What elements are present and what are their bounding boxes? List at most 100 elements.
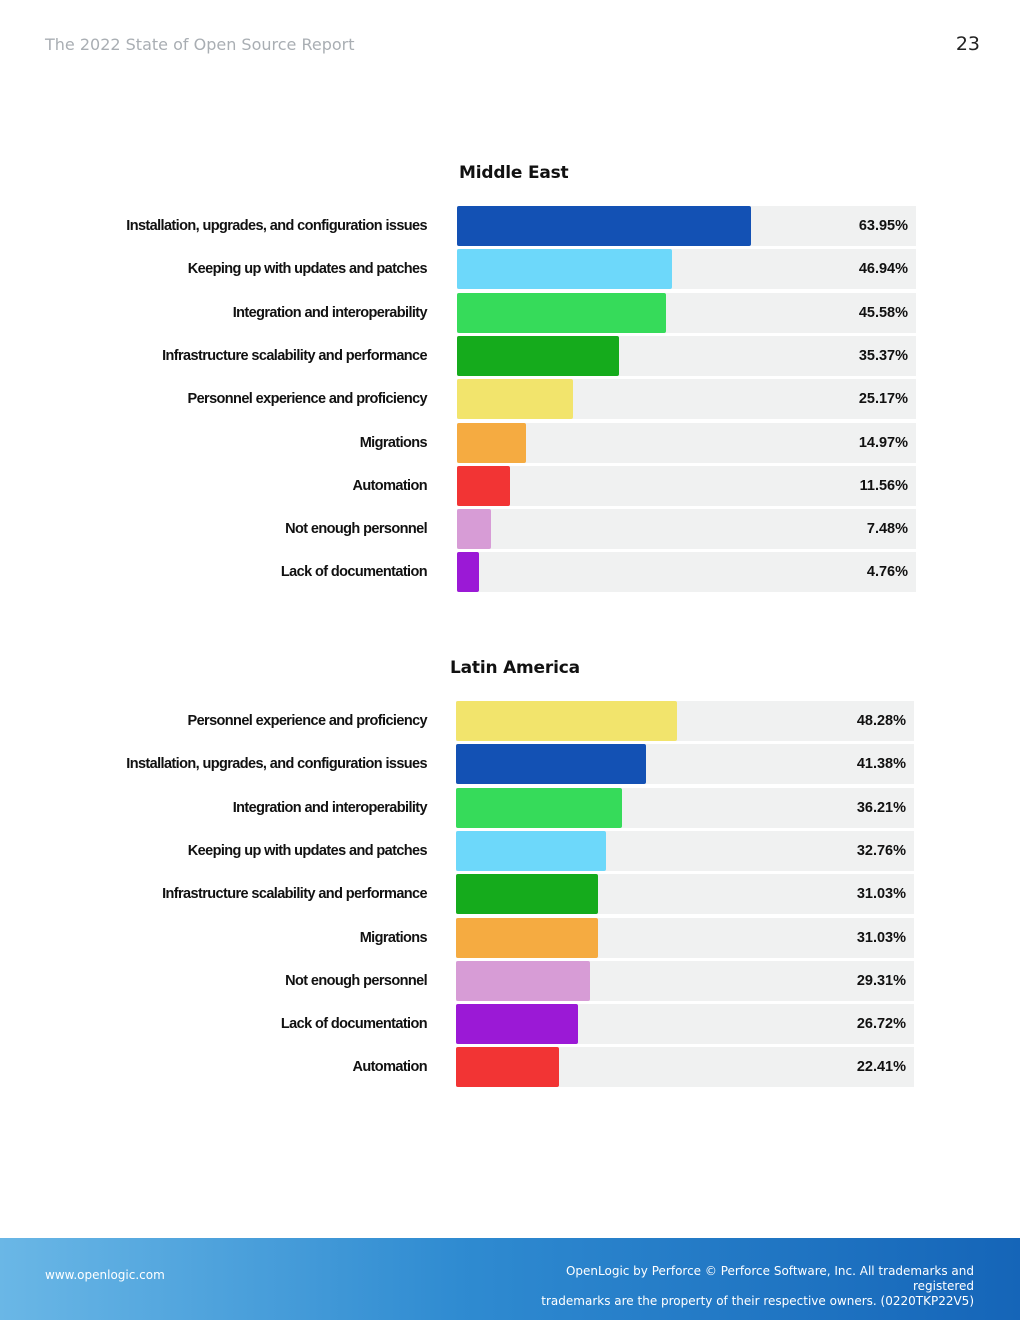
category-label: Integration and interoperability [232, 304, 428, 321]
report-title: The 2022 State of Open Source Report [45, 35, 355, 54]
value-label: 46.94% [858, 261, 908, 278]
footer-legal-line-1: OpenLogic by Perforce © Perforce Softwar… [565, 1264, 974, 1293]
value-label: 31.03% [856, 886, 906, 903]
value-label: 32.76% [856, 842, 906, 859]
bar-track: 35.37% [457, 335, 916, 376]
bar [457, 552, 479, 593]
bar [457, 292, 667, 333]
category-label: Personnel experience and proficiency [187, 713, 428, 729]
category-label: Migrations [359, 434, 428, 451]
value-label: 63.95% [858, 218, 908, 234]
bar-row: Automation 22.41% [0, 1047, 1020, 1088]
bar-track: 7.48% [457, 509, 916, 550]
value-label: 31.03% [856, 929, 906, 946]
bar [456, 701, 678, 741]
bar-row: Migrations 14.97% [0, 422, 1020, 463]
value-label: 29.31% [856, 972, 906, 989]
bar-track: 26.72% [456, 1004, 914, 1045]
bar [457, 206, 751, 246]
category-label: Automation [352, 477, 427, 494]
bar [456, 830, 607, 871]
value-label: 48.28% [856, 713, 906, 729]
bar [456, 744, 646, 785]
category-label: Infrastructure scalability and performan… [162, 347, 428, 364]
bar-track: 46.94% [457, 249, 916, 290]
value-label: 41.38% [856, 756, 906, 773]
bar-track: 48.28% [456, 701, 914, 741]
bar-row: Lack of documentation 4.76% [0, 552, 1020, 593]
bar-row: Integration and interoperability 36.21% [0, 787, 1020, 828]
bar-track: 14.97% [457, 422, 916, 463]
bar [457, 465, 511, 506]
bar-track: 29.31% [456, 960, 914, 1001]
bar [457, 379, 573, 420]
value-label: 7.48% [866, 521, 908, 538]
category-label: Migrations [359, 929, 428, 946]
value-label: 35.37% [858, 347, 908, 364]
category-label: Keeping up with updates and patches [187, 842, 428, 859]
bar-track: 25.17% [457, 379, 916, 420]
value-label: 11.56% [859, 477, 908, 494]
bar-row: Personnel experience and proficiency 25.1… [0, 379, 1020, 420]
bar [456, 960, 591, 1001]
bar-track: 4.76% [457, 552, 916, 593]
category-label: Installation, upgrades, and configuratio… [126, 756, 427, 773]
bar [456, 917, 599, 958]
value-label: 25.17% [858, 391, 908, 408]
bar-row: Keeping up with updates and patches 46.94… [0, 249, 1020, 290]
bar-track: 22.41% [456, 1047, 914, 1088]
category-label: Automation [352, 1059, 427, 1076]
bar-row: Automation 11.56% [0, 465, 1020, 506]
chart-title: Latin America [450, 658, 580, 678]
middle-east-chart: Middle East Installation, upgrades, and … [0, 160, 1020, 600]
footer-url: www.openlogic.com [45, 1268, 165, 1282]
chart-title: Middle East [459, 163, 569, 183]
bar-track: 31.03% [456, 874, 914, 915]
category-label: Lack of documentation [280, 1016, 428, 1033]
bar-track: 11.56% [457, 465, 916, 506]
category-label: Lack of documentation [280, 564, 428, 581]
value-label: 14.97% [858, 434, 908, 451]
footer-legal-line-2: trademarks are the property of their res… [541, 1294, 974, 1308]
latin-america-chart: Latin America Personnel experience and p… [0, 655, 1020, 1095]
value-label: 4.76% [866, 564, 908, 581]
bar [456, 787, 622, 828]
bar-track: 32.76% [456, 830, 914, 871]
footer-legal: OpenLogic by Perforce © Perforce Softwar… [534, 1264, 974, 1309]
bar-track: 41.38% [456, 744, 914, 785]
bar [457, 509, 492, 550]
bar-row: Installation, upgrades, and configuratio… [0, 744, 1020, 785]
bar-track: 31.03% [456, 917, 914, 958]
value-label: 36.21% [856, 799, 906, 816]
category-label: Installation, upgrades, and configuratio… [126, 218, 427, 234]
bar [456, 1047, 559, 1088]
category-label: Keeping up with updates and patches [187, 261, 428, 278]
bar-track: 63.95% [457, 206, 916, 246]
bar-row: Personnel experience and proficiency 48.2… [0, 701, 1020, 741]
footer: www.openlogic.com OpenLogic by Perforce … [0, 1238, 1020, 1320]
category-label: Not enough personnel [285, 521, 427, 538]
bar-row: Migrations 31.03% [0, 917, 1020, 958]
bar-row: Not enough personnel 7.48% [0, 509, 1020, 550]
value-label: 22.41% [856, 1059, 906, 1076]
category-label: Personnel experience and proficiency [187, 391, 428, 408]
bar-row: Infrastructure scalability and performan… [0, 874, 1020, 915]
category-label: Integration and interoperability [232, 799, 428, 816]
bar-row: Not enough personnel 29.31% [0, 960, 1020, 1001]
bar-row: Installation, upgrades, and configuratio… [0, 206, 1020, 246]
page-number: 23 [955, 33, 980, 55]
bar-row: Infrastructure scalability and performan… [0, 335, 1020, 376]
bar [456, 1004, 579, 1045]
bar-row: Integration and interoperability 45.58% [0, 292, 1020, 333]
bar [457, 249, 673, 290]
category-label: Infrastructure scalability and performan… [162, 886, 428, 903]
bar [456, 874, 599, 915]
category-label: Not enough personnel [285, 972, 427, 989]
bar [457, 335, 620, 376]
bar-track: 36.21% [456, 787, 914, 828]
bar-row: Keeping up with updates and patches 32.76… [0, 830, 1020, 871]
bar-row: Lack of documentation 26.72% [0, 1004, 1020, 1045]
bar [457, 422, 526, 463]
value-label: 26.72% [856, 1016, 906, 1033]
value-label: 45.58% [858, 304, 908, 321]
